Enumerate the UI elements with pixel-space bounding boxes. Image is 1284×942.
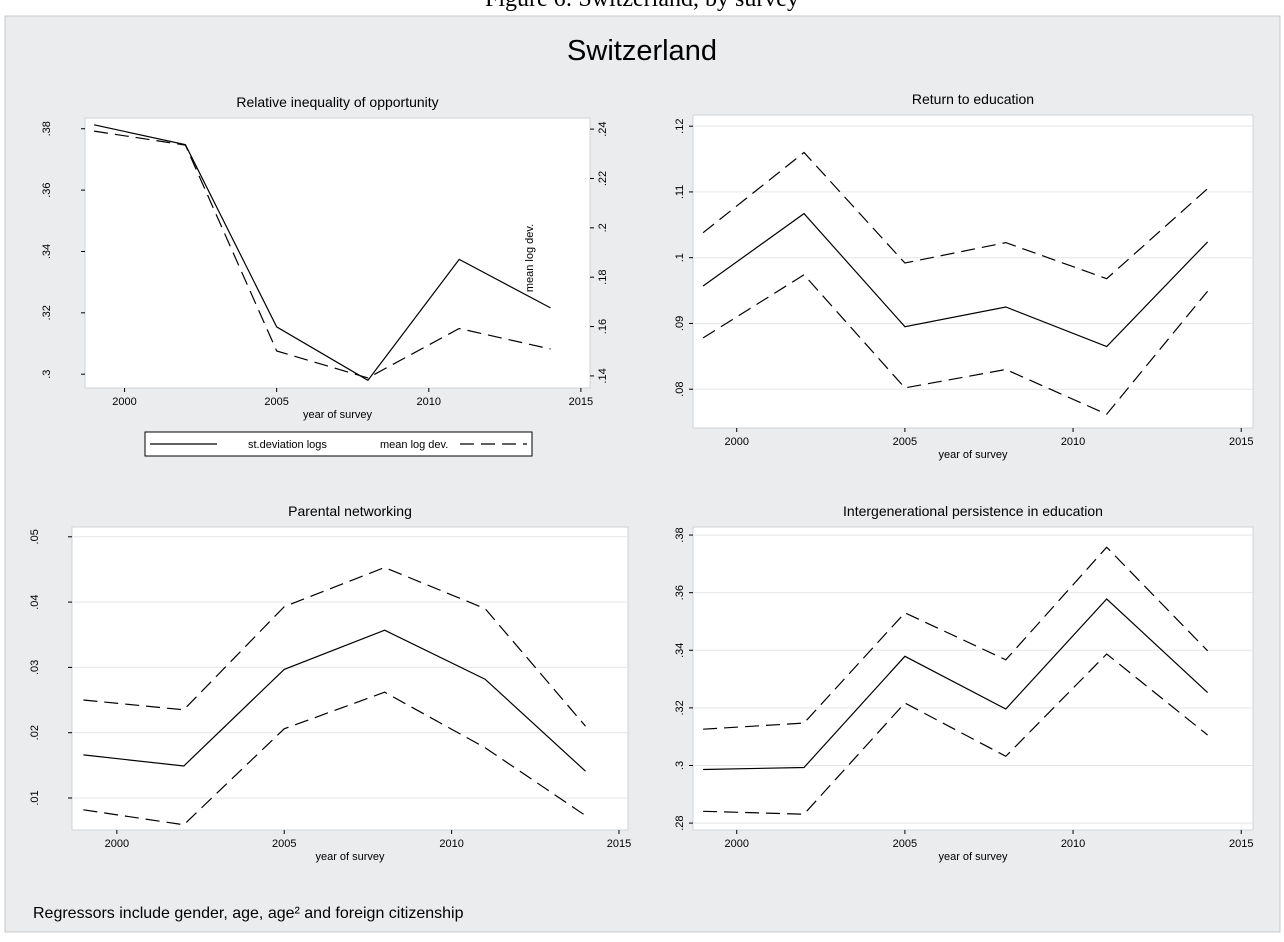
x-tick-label: 2010 (439, 838, 463, 850)
y-tick-label: .03 (29, 660, 41, 675)
series-line (703, 546, 1209, 730)
x-tick-label: 2000 (112, 396, 136, 408)
chart-title: Parental networking (288, 503, 412, 519)
x-axis-label: year of survey (938, 851, 1008, 863)
x-tick-label: 2010 (1061, 838, 1085, 850)
plot-area (692, 114, 1254, 429)
x-tick-label: 2015 (1229, 436, 1253, 448)
y2-tick-label: .22 (597, 171, 609, 186)
y2-axis-label: mean log dev. (524, 224, 536, 292)
y2-tick-label: .2 (597, 223, 609, 232)
series-line (703, 598, 1209, 771)
plot-area (84, 117, 591, 389)
legend-label: st.deviation logs (248, 439, 327, 451)
series-line (702, 212, 1209, 348)
x-tick-label: 2015 (569, 396, 593, 408)
series-line (94, 130, 551, 379)
y-tick-label: .34 (674, 643, 686, 658)
y-tick-label: .32 (674, 700, 686, 715)
series-line (702, 151, 1208, 280)
y-tick-label: .38 (674, 527, 686, 542)
y2-tick-label: .18 (597, 270, 609, 285)
series-line (702, 274, 1209, 415)
y-tick-label: .08 (674, 382, 686, 397)
figure-title: Switzerland (567, 35, 717, 67)
y-tick-label: .12 (674, 119, 686, 134)
x-axis-label: year of survey (303, 409, 373, 421)
y-tick-label: .11 (674, 185, 686, 199)
y-tick-label: .28 (674, 815, 686, 830)
x-tick-label: 2005 (272, 838, 296, 850)
x-tick-label: 2000 (105, 838, 129, 850)
x-tick-label: 2015 (1229, 838, 1253, 850)
plot-area (692, 526, 1254, 831)
y2-tick-label: .14 (597, 368, 609, 383)
series-line (83, 629, 586, 772)
x-axis-label: year of survey (938, 449, 1008, 461)
chart-title: Return to education (912, 91, 1034, 107)
chart-title: Intergenerational persistence in educati… (843, 503, 1103, 519)
y-tick-label: .38 (41, 121, 53, 136)
legend-label: mean log dev. (380, 439, 448, 451)
y-tick-label: .3 (41, 370, 53, 379)
y-tick-label: .36 (41, 182, 53, 197)
plot-area (71, 526, 629, 831)
y-tick-label: .1 (674, 253, 686, 262)
series-line (83, 566, 586, 727)
figure-caption: Figure 6: Switzerland, by survey (485, 0, 799, 12)
x-tick-label: 2015 (607, 838, 631, 850)
series-line (93, 124, 551, 382)
chart-title: Relative inequality of opportunity (236, 94, 438, 110)
y-tick-label: .02 (29, 725, 41, 740)
y2-tick-label: .24 (597, 121, 609, 136)
y-tick-label: .04 (29, 594, 41, 609)
figure-note: Regressors include gender, age, age² and… (33, 905, 464, 922)
y-tick-label: .01 (29, 790, 41, 805)
series-line (703, 653, 1208, 815)
y-tick-label: .3 (674, 761, 686, 770)
x-tick-label: 2010 (417, 396, 441, 408)
y-tick-label: .36 (674, 585, 686, 600)
x-tick-label: 2005 (893, 838, 917, 850)
x-axis-label: year of survey (315, 851, 385, 863)
x-tick-label: 2005 (893, 436, 917, 448)
y-tick-label: .34 (41, 244, 53, 259)
y-tick-label: .05 (29, 529, 41, 544)
series-line (83, 691, 586, 826)
y-tick-label: .09 (674, 316, 686, 331)
x-tick-label: 2000 (724, 436, 748, 448)
y-tick-label: .32 (41, 305, 53, 320)
x-tick-label: 2005 (264, 396, 288, 408)
x-tick-label: 2010 (1061, 436, 1085, 448)
x-tick-label: 2000 (724, 838, 748, 850)
y2-tick-label: .16 (597, 319, 609, 334)
